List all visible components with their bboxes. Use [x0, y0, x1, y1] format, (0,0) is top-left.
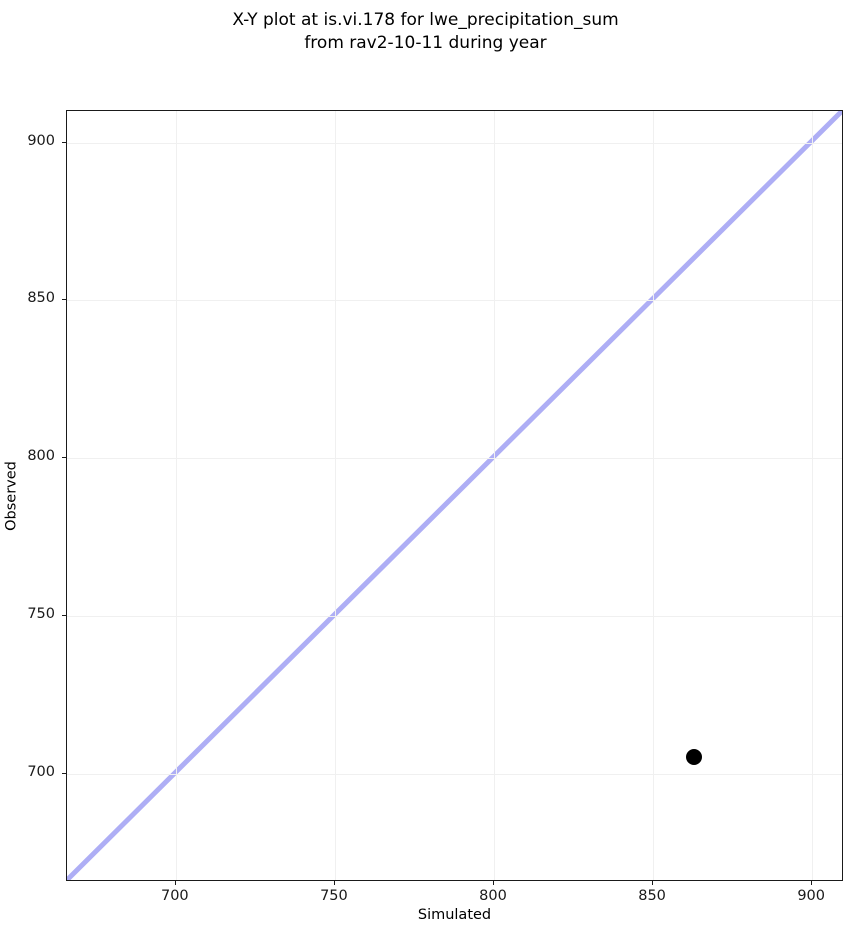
- plot-area: [66, 110, 843, 881]
- data-point: [686, 748, 703, 765]
- y-axis-label: Observed: [3, 461, 20, 531]
- x-tick-label: 700: [160, 888, 189, 904]
- x-tick-label: 900: [797, 888, 826, 904]
- x-axis-label: Simulated: [417, 907, 492, 923]
- gridline-vertical: [175, 111, 177, 880]
- x-tick-label: 850: [638, 888, 666, 904]
- y-tick-mark: [62, 141, 66, 143]
- gridline-horizontal: [67, 142, 842, 144]
- x-tick-mark: [652, 881, 654, 885]
- x-tick-mark: [811, 881, 813, 885]
- y-tick-label: 700: [27, 764, 55, 781]
- y-tick-mark: [62, 299, 66, 301]
- chart-title: X-Y plot at is.vi.178 for lwe_precipitat…: [232, 10, 619, 53]
- y-tick-mark: [62, 457, 66, 459]
- x-tick-mark: [174, 881, 176, 885]
- y-tick-label: 750: [27, 606, 55, 623]
- x-tick-mark: [493, 881, 494, 885]
- y-tick-mark: [62, 615, 66, 617]
- gridline-horizontal: [67, 300, 842, 302]
- gridline-horizontal: [67, 458, 842, 460]
- y-tick-mark: [62, 773, 66, 775]
- x-tick-mark: [333, 881, 335, 885]
- y-tick-label: 900: [27, 132, 55, 149]
- identity-line-stroke: [67, 111, 842, 880]
- gridline-vertical: [494, 111, 495, 880]
- gridline-horizontal: [67, 616, 842, 618]
- x-tick-label: 800: [479, 888, 507, 904]
- y-tick-label: 800: [27, 448, 55, 465]
- identity-line: [67, 111, 842, 880]
- gridline-vertical: [812, 111, 814, 880]
- x-tick-label: 750: [320, 888, 348, 904]
- gridline-vertical: [334, 111, 336, 880]
- y-tick-label: 850: [27, 290, 55, 307]
- gridline-horizontal: [67, 774, 842, 776]
- gridline-vertical: [653, 111, 655, 880]
